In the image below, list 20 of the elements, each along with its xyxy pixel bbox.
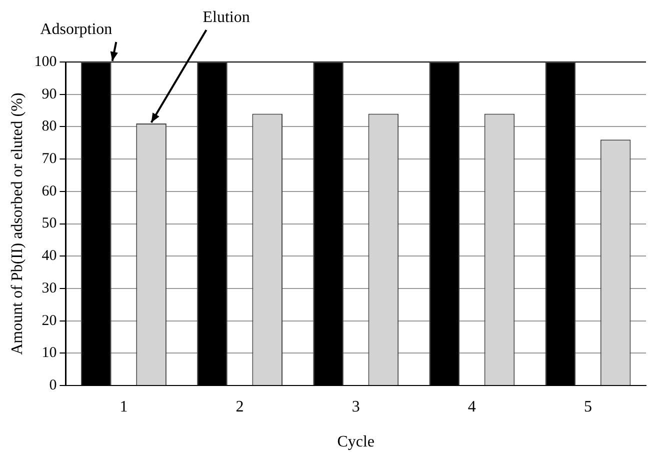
y-tick-label: 60 [42, 183, 57, 200]
y-tick-label: 10 [42, 345, 57, 362]
x-tick-label: 2 [236, 398, 244, 416]
y-tick-label: 70 [42, 151, 57, 168]
y-tick-label: 100 [34, 54, 57, 70]
y-axis-title: Amount of Pb(II) adsorbed or eluted (%) [8, 92, 26, 355]
y-tick-label: 50 [42, 216, 57, 232]
y-tick-label: 20 [42, 312, 57, 329]
series-label: Adsorption [40, 21, 112, 38]
y-tick-label: 30 [42, 280, 57, 296]
y-tick-label: 90 [42, 86, 57, 102]
x-tick-label: 3 [352, 398, 360, 416]
x-tick-label: 4 [468, 398, 476, 416]
x-axis-title: Cycle [337, 434, 375, 451]
y-tick-label: 0 [49, 378, 57, 394]
x-tick-label: 5 [584, 398, 592, 416]
y-tick-label: 80 [42, 118, 57, 135]
y-tick-label: 40 [42, 248, 57, 264]
x-tick-label: 1 [120, 398, 128, 416]
text: Elution [202, 9, 250, 26]
